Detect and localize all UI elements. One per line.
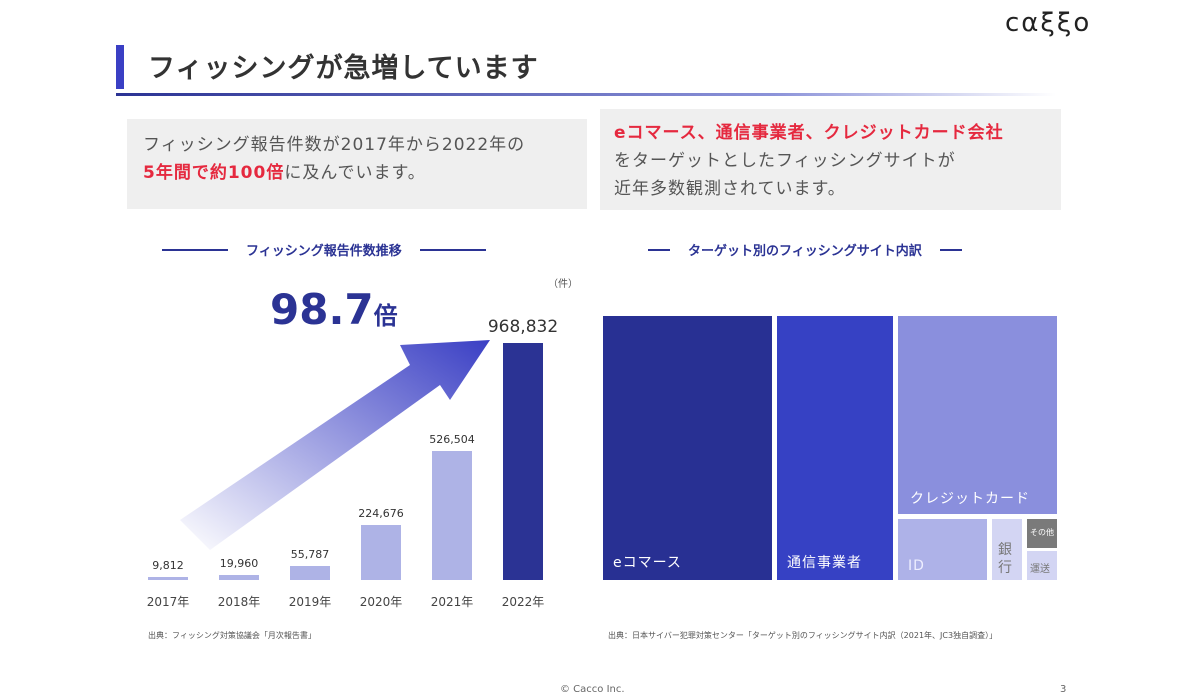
treemap-label: eコマース	[613, 555, 682, 571]
year-label: 2017年	[146, 595, 190, 609]
summary-line1: フィッシング報告件数が2017年から2022年の	[143, 135, 526, 155]
treemap-cell: クレジットカード	[898, 316, 1057, 514]
bar-chart-title: フィッシング報告件数推移	[162, 240, 486, 259]
bar-value-label: 224,676	[358, 507, 404, 521]
target-highlight: eコマース、通信事業者、クレジットカード会社	[614, 123, 1004, 143]
bar-2021年	[432, 451, 472, 580]
title-accent-bar	[116, 45, 124, 89]
treemap-label: 運送	[1030, 564, 1050, 575]
summary-box-left: フィッシング報告件数が2017年から2022年の 5年間で約100倍に及んでいま…	[127, 119, 587, 209]
summary-highlight: 5年間で約100倍	[143, 163, 285, 183]
bar-value-label: 19,960	[219, 557, 259, 571]
bar-value-label: 968,832	[487, 317, 559, 337]
unit-label: （件）	[548, 279, 578, 290]
treemap-label: 通信事業者	[787, 555, 862, 571]
bar-value-label: 526,504	[429, 433, 475, 447]
year-label: 2020年	[359, 595, 403, 609]
treemap-title: ターゲット別のフィッシングサイト内訳	[648, 240, 962, 259]
treemap-cell: eコマース	[603, 316, 772, 580]
treemap-label: クレジットカード	[910, 491, 1030, 507]
treemap-cell: 運送	[1027, 551, 1057, 580]
bar-chart-source: 出典：フィッシング対策協議会「月次報告書」	[148, 631, 316, 640]
growth-multiplier: 98.7倍	[270, 285, 398, 334]
page-number: 3	[1060, 684, 1067, 695]
treemap-cell: ID	[898, 519, 987, 580]
summary-rest: に及んでいます。	[284, 163, 426, 183]
treemap-label: その他	[1030, 528, 1054, 537]
bar-value-label: 55,787	[290, 548, 330, 562]
bar-2017年	[148, 577, 188, 580]
bar-2022年	[503, 343, 543, 580]
treemap-source: 出典：日本サイバー犯罪対策センター「ターゲット別のフィッシングサイト内訳（202…	[608, 631, 998, 640]
bar-2018年	[219, 575, 259, 580]
year-label: 2018年	[217, 595, 261, 609]
treemap-label: ID	[908, 558, 925, 574]
target-line3: 近年多数観測されています。	[614, 179, 846, 199]
year-label: 2022年	[501, 595, 545, 609]
target-line2: をターゲットとしたフィッシングサイトが	[614, 151, 956, 171]
treemap-cell: 銀行	[992, 519, 1022, 580]
bar-value-label: 9,812	[152, 559, 184, 572]
treemap-cell: その他	[1027, 519, 1057, 548]
copyright: © Cacco Inc.	[560, 684, 625, 695]
page-title: フィッシングが急増しています	[148, 53, 539, 84]
year-label: 2019年	[288, 595, 332, 609]
bar-2020年	[361, 525, 401, 580]
cacco-logo: cαξξo	[1005, 8, 1092, 38]
treemap-label: 銀行	[998, 542, 1013, 576]
treemap-cell: 通信事業者	[777, 316, 893, 580]
bar-2019年	[290, 566, 330, 580]
summary-box-right: eコマース、通信事業者、クレジットカード会社 をターゲットとしたフィッシングサイ…	[600, 109, 1061, 210]
title-underline	[116, 93, 1056, 96]
year-label: 2021年	[430, 595, 474, 609]
